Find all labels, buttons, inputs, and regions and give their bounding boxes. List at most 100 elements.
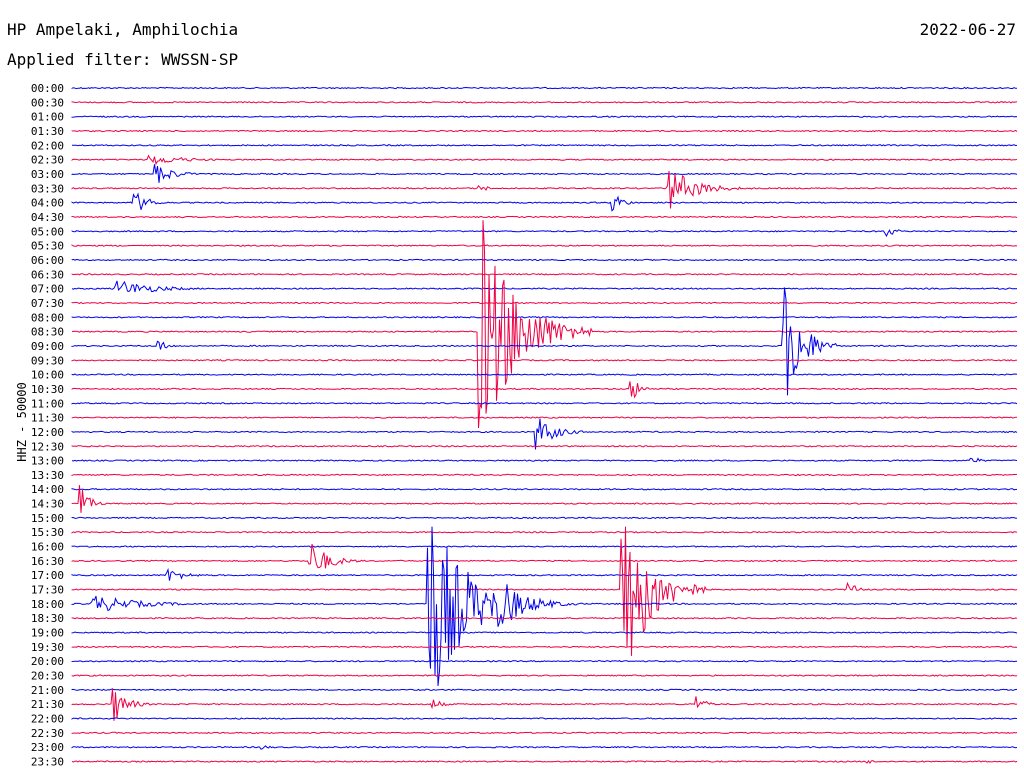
trace-line	[71, 674, 1018, 677]
trace-line	[71, 144, 1018, 147]
row-time-label: 03:00	[31, 168, 64, 181]
row-time-label: 05:30	[31, 240, 64, 253]
trace-line	[71, 526, 1018, 656]
row-time-label: 13:00	[31, 455, 64, 468]
trace-line	[71, 373, 1018, 376]
trace-line	[71, 301, 1018, 305]
row-time-label: 02:00	[31, 139, 64, 152]
row-time-label: 23:30	[31, 756, 64, 769]
trace-line	[71, 280, 1018, 293]
trace-line	[71, 101, 1018, 104]
trace-line	[71, 418, 1018, 450]
trace-line	[71, 457, 1018, 463]
trace-line	[71, 359, 1018, 362]
row-time-label: 13:30	[31, 469, 64, 482]
row-time-label: 20:30	[31, 670, 64, 683]
trace-line	[71, 660, 1018, 663]
trace-line	[71, 416, 1017, 419]
row-time-label: 07:00	[31, 283, 64, 296]
row-time-label: 19:30	[31, 641, 64, 654]
trace-line	[71, 616, 1018, 620]
trace-line	[71, 487, 1018, 491]
trace-line	[71, 526, 1018, 686]
row-time-label: 10:00	[31, 369, 64, 382]
date-label: 2022-06-27	[919, 20, 1016, 39]
row-time-label: 16:30	[31, 555, 64, 568]
trace-line	[71, 745, 1018, 750]
row-time-label: 10:30	[31, 383, 64, 396]
row-time-label: 14:30	[31, 498, 64, 511]
row-time-label: 08:30	[31, 326, 64, 339]
station-title: HP Ampelaki, Amphilochia	[7, 20, 239, 39]
trace-line	[71, 530, 1018, 534]
trace-line	[71, 645, 1018, 649]
row-time-label: 20:00	[31, 655, 64, 668]
trace-line	[71, 164, 1018, 183]
trace-line	[71, 516, 1018, 520]
row-time-label: 03:30	[31, 182, 64, 195]
row-time-label: 01:30	[31, 125, 64, 138]
trace-line	[71, 402, 1018, 405]
row-time-label: 12:30	[31, 440, 64, 453]
trace-line	[71, 170, 1018, 209]
trace-line	[71, 86, 1017, 90]
row-time-label: 12:00	[31, 426, 64, 439]
row-time-label: 17:30	[31, 584, 64, 597]
trace-line	[71, 543, 1018, 569]
trace-line	[71, 287, 1018, 396]
trace-line	[71, 115, 1018, 118]
row-time-label: 15:30	[31, 526, 64, 539]
trace-line	[71, 731, 1018, 734]
trace-line	[71, 220, 1018, 429]
trace-line	[71, 273, 1018, 276]
row-time-label: 09:30	[31, 354, 64, 367]
row-time-label: 22:00	[31, 713, 64, 726]
row-time-label: 22:30	[31, 727, 64, 740]
trace-line	[71, 631, 1018, 634]
trace-line	[71, 485, 1018, 513]
trace-line	[71, 760, 1018, 764]
trace-line	[71, 244, 1018, 247]
row-time-label: 08:00	[31, 311, 64, 324]
trace-line	[71, 192, 1018, 212]
row-time-label: 01:00	[31, 111, 64, 124]
row-time-label: 00:00	[31, 82, 64, 95]
row-time-label: 17:00	[31, 569, 64, 582]
trace-line	[71, 445, 1018, 448]
trace-line	[71, 688, 1018, 721]
trace-line	[71, 316, 1018, 319]
row-time-label: 04:00	[31, 197, 64, 210]
row-time-label: 09:00	[31, 340, 64, 353]
row-time-label: 11:30	[31, 412, 64, 425]
row-time-label: 07:30	[31, 297, 64, 310]
trace-line	[71, 381, 1018, 399]
row-time-label: 02:30	[31, 154, 64, 167]
trace-line	[71, 567, 1018, 581]
row-time-label: 05:00	[31, 225, 64, 238]
trace-line	[71, 215, 1018, 219]
trace-line	[71, 229, 1018, 238]
trace-line	[71, 717, 1018, 720]
row-time-label: 18:00	[31, 598, 64, 611]
trace-line	[71, 688, 1018, 692]
row-time-label: 00:30	[31, 96, 64, 109]
row-time-label: 04:30	[31, 211, 64, 224]
trace-line	[71, 258, 1018, 262]
row-time-label: 11:00	[31, 397, 64, 410]
row-time-label: 15:00	[31, 512, 64, 525]
filter-label: Applied filter: WWSSN-SP	[7, 50, 239, 69]
row-time-label: 18:30	[31, 612, 64, 625]
row-time-label: 23:00	[31, 741, 64, 754]
row-time-label: 06:30	[31, 268, 64, 281]
row-time-label: 19:00	[31, 627, 64, 640]
trace-line	[71, 129, 1018, 133]
row-time-label: 06:00	[31, 254, 64, 267]
trace-line	[71, 545, 1018, 548]
trace-line	[71, 154, 1018, 166]
row-time-label: 14:00	[31, 483, 64, 496]
row-time-label: 21:30	[31, 698, 64, 711]
row-time-label: 16:00	[31, 541, 64, 554]
row-time-label: 21:00	[31, 684, 64, 697]
trace-line	[71, 473, 1018, 477]
